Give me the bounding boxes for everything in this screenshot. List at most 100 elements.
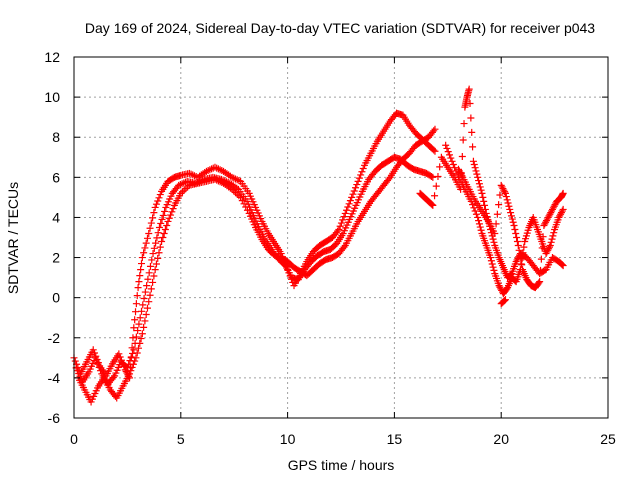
- data-point: [132, 333, 140, 341]
- data-point: [557, 209, 565, 217]
- data-point: [520, 243, 528, 251]
- data-point: [133, 349, 141, 357]
- data-point: [179, 188, 187, 196]
- data-point: [233, 190, 241, 198]
- data-point: [137, 266, 145, 274]
- data-point: [231, 175, 239, 183]
- data-point: [136, 339, 144, 347]
- data-point: [493, 210, 501, 218]
- data-point: [555, 213, 563, 221]
- data-point: [540, 221, 548, 229]
- data-point: [128, 363, 136, 371]
- data-point: [138, 330, 146, 338]
- data-point: [460, 120, 468, 128]
- data-point: [145, 269, 153, 277]
- data-point: [456, 169, 464, 177]
- data-point: [475, 220, 483, 228]
- data-point: [503, 285, 511, 293]
- data-point: [180, 179, 188, 187]
- data-point: [447, 154, 455, 162]
- x-tick-label: 15: [387, 431, 403, 447]
- data-point: [151, 203, 159, 211]
- data-point: [135, 278, 143, 286]
- data-point: [129, 360, 137, 368]
- data-point: [154, 254, 162, 262]
- data-point: [169, 205, 177, 213]
- data-point: [131, 357, 139, 365]
- data-point: [132, 300, 140, 308]
- data-point: [431, 192, 439, 200]
- data-point: [480, 197, 488, 205]
- data-point: [544, 246, 552, 254]
- data-point: [470, 160, 478, 168]
- data-point: [231, 189, 239, 197]
- data-point: [129, 334, 137, 342]
- data-point: [501, 296, 509, 304]
- data-point: [467, 114, 475, 122]
- y-tick-label: 0: [52, 290, 60, 306]
- data-point: [556, 212, 564, 220]
- data-point: [208, 165, 216, 173]
- data-point: [237, 193, 245, 201]
- data-point: [549, 204, 557, 212]
- data-point: [147, 285, 155, 293]
- data-point: [135, 344, 143, 352]
- data-point: [513, 238, 521, 246]
- data-point: [242, 203, 250, 211]
- data-point: [476, 223, 484, 231]
- data-point: [473, 170, 481, 178]
- data-point: [140, 294, 148, 302]
- data-series: [70, 85, 567, 406]
- data-point: [230, 187, 238, 195]
- data-point: [508, 215, 516, 223]
- data-point: [354, 177, 362, 185]
- data-point: [544, 213, 552, 221]
- data-point: [182, 185, 190, 193]
- data-point: [340, 243, 348, 251]
- data-point: [451, 164, 459, 172]
- data-point: [137, 307, 145, 315]
- x-tick-label: 10: [280, 431, 296, 447]
- data-point: [143, 282, 151, 290]
- series-track-1: [70, 109, 439, 382]
- data-point: [472, 210, 480, 218]
- data-point: [180, 186, 188, 194]
- chart-title: Day 169 of 2024, Sidereal Day-to-day VTE…: [85, 20, 595, 36]
- data-point: [89, 346, 97, 354]
- data-point: [153, 234, 161, 242]
- data-point: [126, 370, 134, 378]
- data-point: [496, 191, 504, 199]
- data-point: [345, 200, 353, 208]
- data-point: [495, 282, 503, 290]
- data-point: [130, 324, 138, 332]
- data-point: [149, 214, 157, 222]
- series-track-5: [442, 141, 567, 298]
- y-tick-label: -6: [48, 410, 61, 426]
- data-point: [160, 229, 168, 237]
- data-point: [500, 186, 508, 194]
- data-point: [136, 314, 144, 322]
- data-point: [535, 279, 543, 287]
- data-point: [477, 186, 485, 194]
- data-point: [448, 157, 456, 165]
- data-point: [427, 200, 435, 208]
- data-point: [348, 193, 356, 201]
- data-point: [512, 229, 520, 237]
- y-tick-label: 2: [52, 250, 60, 266]
- data-point: [189, 171, 197, 179]
- data-point: [471, 207, 479, 215]
- data-point: [458, 152, 466, 160]
- y-tick-label: 8: [52, 129, 60, 145]
- data-point: [549, 232, 557, 240]
- data-point: [115, 350, 123, 358]
- data-point: [466, 100, 474, 108]
- data-point: [343, 206, 351, 214]
- data-point: [216, 166, 224, 174]
- data-point: [211, 175, 219, 183]
- data-point: [469, 157, 477, 165]
- data-point: [216, 178, 224, 186]
- data-point: [559, 262, 567, 270]
- data-point: [139, 301, 147, 309]
- data-point: [499, 185, 507, 193]
- data-point: [558, 261, 566, 269]
